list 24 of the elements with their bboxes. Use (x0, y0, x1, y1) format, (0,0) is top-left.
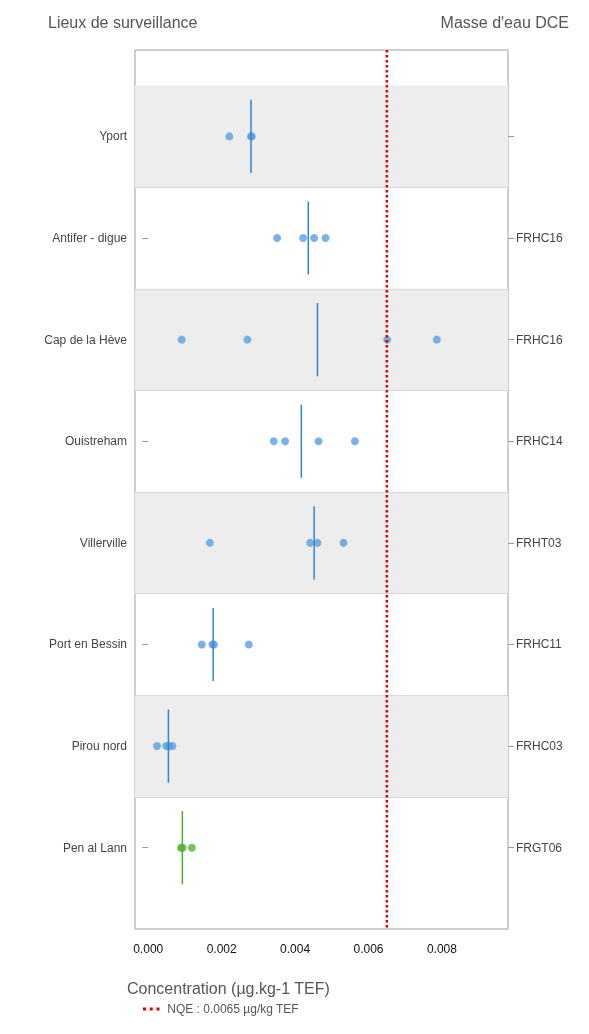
y2-tick-label: FRHC03 (516, 739, 563, 754)
x-tick-label: 0.004 (280, 942, 311, 956)
legend-label: NQE : 0.0065 µg/kg TEF (167, 1002, 299, 1016)
y-tick-label: Cap de la Hève (44, 332, 128, 347)
y-tick-label: Villerville (79, 535, 128, 550)
y-tick-label: Port en Bessin (48, 637, 127, 652)
y2-tick-label: FRHT03 (516, 535, 562, 550)
x-tick-label: 0.008 (426, 942, 458, 956)
y2-tick-label: FRHC14 (516, 434, 563, 449)
y-tick-label: Antifer - digue (52, 230, 128, 245)
y-tick-label: Yport (99, 129, 128, 144)
y-tick-label: Ouistreham (64, 434, 127, 449)
y-axis-title: Lieux de surveillance (48, 13, 198, 31)
y2-axis-title: Masse d'eau DCE (440, 13, 570, 31)
y-tick-label: Pen al Lann (62, 840, 127, 855)
y2-tick-label: FRHC11 (516, 637, 563, 652)
y-tick-label: Pirou nord (71, 739, 127, 754)
x-tick-label: 0.006 (353, 942, 384, 956)
y2-tick-label: FRGT06 (516, 840, 563, 855)
y2-tick-label: FRHC16 (516, 230, 563, 245)
x-axis-title: Concentration (µg.kg-1 TEF) (127, 979, 330, 997)
x-tick-label: 0.000 (133, 942, 164, 956)
y2-tick-label: FRHC16 (516, 332, 563, 347)
x-tick-label: 0.002 (206, 942, 237, 956)
